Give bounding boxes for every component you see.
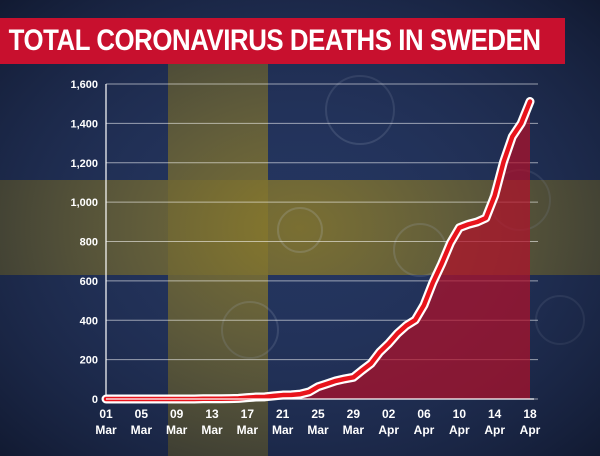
x-tick-label-month: Mar: [131, 423, 153, 437]
x-tick-label-month: Mar: [201, 423, 223, 437]
x-tick-label-day: 02: [382, 407, 396, 421]
data-point: [440, 263, 442, 265]
x-tick-label-day: 25: [311, 407, 325, 421]
x-tick-label-day: 21: [276, 407, 290, 421]
data-point: [317, 386, 319, 388]
data-point: [414, 319, 416, 321]
y-tick-label: 600: [80, 276, 98, 288]
x-tick-label-month: Mar: [307, 423, 329, 437]
data-point: [432, 281, 434, 283]
data-point: [273, 395, 275, 397]
data-point: [423, 304, 425, 306]
x-tick-label-month: Apr: [414, 423, 435, 437]
data-point: [520, 122, 522, 124]
data-point: [502, 161, 504, 163]
data-point: [493, 194, 495, 196]
data-point: [343, 378, 345, 380]
x-tick-label-month: Apr: [378, 423, 399, 437]
data-point: [370, 362, 372, 364]
data-point: [449, 242, 451, 244]
data-point: [529, 100, 531, 102]
x-tick-label-month: Mar: [272, 423, 294, 437]
y-tick-label: 800: [80, 237, 98, 249]
data-point: [405, 324, 407, 326]
x-tick-label-day: 06: [417, 407, 431, 421]
x-tick-label-day: 13: [205, 407, 219, 421]
area-fill: [106, 101, 530, 400]
data-point: [467, 223, 469, 225]
x-tick-label-day: 10: [453, 407, 467, 421]
data-point: [290, 394, 292, 396]
x-tick-label-month: Mar: [166, 423, 188, 437]
x-tick-label-month: Apr: [484, 423, 505, 437]
data-point: [334, 380, 336, 382]
x-tick-label-day: 14: [488, 407, 502, 421]
chart-title: TOTAL CORONAVIRUS DEATHS IN SWEDEN: [8, 24, 541, 57]
x-tick-label-month: Mar: [237, 423, 259, 437]
y-tick-label: 0: [92, 394, 98, 406]
data-point: [476, 221, 478, 223]
y-tick-label: 200: [80, 355, 98, 367]
data-point: [361, 369, 363, 371]
data-point: [485, 217, 487, 219]
x-tick-label-month: Apr: [520, 423, 541, 437]
data-point: [387, 342, 389, 344]
x-tick-label-month: Mar: [343, 423, 365, 437]
x-tick-label-day: 18: [523, 407, 537, 421]
data-point: [299, 393, 301, 395]
y-tick-label: 1,200: [70, 158, 98, 170]
data-point: [255, 396, 257, 398]
data-point: [326, 383, 328, 385]
x-tick-label-day: 09: [170, 407, 184, 421]
x-tick-label-day: 29: [347, 407, 361, 421]
y-tick-label: 400: [80, 315, 98, 327]
y-tick-label: 1,000: [70, 197, 98, 209]
data-point: [458, 227, 460, 229]
x-tick-label-day: 17: [241, 407, 255, 421]
y-tick-label: 1,600: [70, 79, 98, 91]
data-point: [281, 394, 283, 396]
x-tick-label-day: 05: [135, 407, 149, 421]
data-point: [396, 332, 398, 334]
data-point: [511, 135, 513, 137]
x-tick-label-month: Apr: [449, 423, 470, 437]
y-tick-label: 1,400: [70, 118, 98, 130]
data-point: [264, 396, 266, 398]
data-point: [308, 391, 310, 393]
x-tick-label-month: Mar: [95, 423, 117, 437]
data-point: [379, 351, 381, 353]
data-point: [352, 376, 354, 378]
title-banner: TOTAL CORONAVIRUS DEATHS IN SWEDEN: [0, 18, 565, 64]
x-tick-label-day: 01: [99, 407, 113, 421]
